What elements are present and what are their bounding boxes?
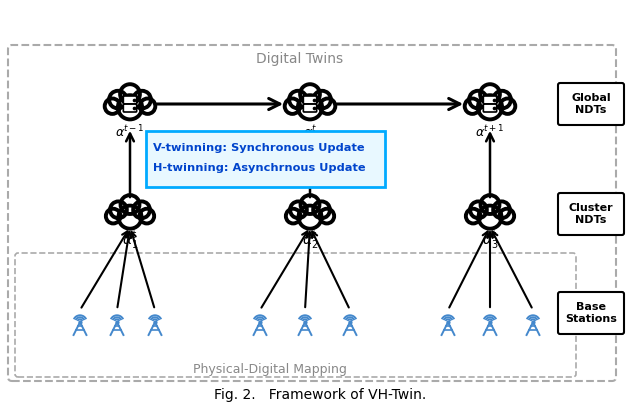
Text: $\alpha^{t}$: $\alpha^{t}$ bbox=[303, 124, 317, 140]
Circle shape bbox=[120, 84, 140, 104]
Circle shape bbox=[481, 195, 499, 214]
Circle shape bbox=[106, 209, 120, 223]
Circle shape bbox=[118, 95, 142, 119]
Circle shape bbox=[286, 209, 301, 223]
FancyBboxPatch shape bbox=[303, 104, 317, 112]
FancyBboxPatch shape bbox=[124, 104, 137, 112]
Circle shape bbox=[314, 91, 331, 108]
Circle shape bbox=[285, 98, 300, 114]
Circle shape bbox=[313, 201, 330, 218]
Circle shape bbox=[493, 201, 510, 218]
Circle shape bbox=[465, 98, 480, 114]
Text: Cluster
NDTs: Cluster NDTs bbox=[569, 203, 613, 225]
Circle shape bbox=[105, 98, 120, 114]
Circle shape bbox=[133, 91, 151, 108]
FancyBboxPatch shape bbox=[558, 83, 624, 125]
Text: $\alpha_2^{t}$: $\alpha_2^{t}$ bbox=[302, 229, 318, 251]
Circle shape bbox=[320, 98, 335, 114]
Circle shape bbox=[466, 209, 481, 223]
Circle shape bbox=[140, 209, 154, 223]
Circle shape bbox=[499, 209, 514, 223]
Text: $\alpha_3^{t}$: $\alpha_3^{t}$ bbox=[482, 229, 499, 251]
Circle shape bbox=[480, 84, 500, 104]
Circle shape bbox=[109, 91, 127, 108]
Circle shape bbox=[289, 91, 307, 108]
Text: Digital Twins: Digital Twins bbox=[257, 52, 344, 66]
Text: $\alpha_1^{t}$: $\alpha_1^{t}$ bbox=[122, 229, 138, 251]
Circle shape bbox=[300, 84, 320, 104]
Circle shape bbox=[110, 201, 127, 218]
Circle shape bbox=[479, 206, 502, 229]
Circle shape bbox=[500, 98, 515, 114]
Text: Base
Stations: Base Stations bbox=[565, 302, 617, 324]
Circle shape bbox=[118, 206, 141, 229]
Text: V-twinning: Synchronous Update: V-twinning: Synchronous Update bbox=[153, 143, 365, 153]
Circle shape bbox=[301, 195, 319, 214]
FancyBboxPatch shape bbox=[558, 292, 624, 334]
FancyBboxPatch shape bbox=[146, 131, 385, 187]
Text: $\alpha^{t-1}$: $\alpha^{t-1}$ bbox=[115, 124, 145, 140]
Circle shape bbox=[493, 91, 511, 108]
Circle shape bbox=[120, 195, 140, 214]
Text: Fig. 2.   Framework of VH-Twin.: Fig. 2. Framework of VH-Twin. bbox=[214, 388, 426, 402]
Text: Global
NDTs: Global NDTs bbox=[571, 93, 611, 115]
Text: Physical-Digital Mapping: Physical-Digital Mapping bbox=[193, 363, 347, 376]
Circle shape bbox=[298, 95, 322, 119]
Circle shape bbox=[298, 206, 321, 229]
FancyBboxPatch shape bbox=[558, 193, 624, 235]
Text: $\alpha^{t+1}$: $\alpha^{t+1}$ bbox=[475, 124, 505, 140]
FancyBboxPatch shape bbox=[124, 96, 137, 104]
Circle shape bbox=[319, 209, 334, 223]
Circle shape bbox=[469, 91, 486, 108]
FancyBboxPatch shape bbox=[303, 96, 317, 104]
Circle shape bbox=[290, 201, 307, 218]
Text: H-twinning: Asynchrnous Update: H-twinning: Asynchrnous Update bbox=[153, 163, 365, 173]
Circle shape bbox=[140, 98, 156, 114]
Circle shape bbox=[133, 201, 150, 218]
FancyBboxPatch shape bbox=[483, 96, 497, 104]
Circle shape bbox=[478, 95, 502, 119]
Circle shape bbox=[470, 201, 487, 218]
FancyBboxPatch shape bbox=[483, 104, 497, 112]
